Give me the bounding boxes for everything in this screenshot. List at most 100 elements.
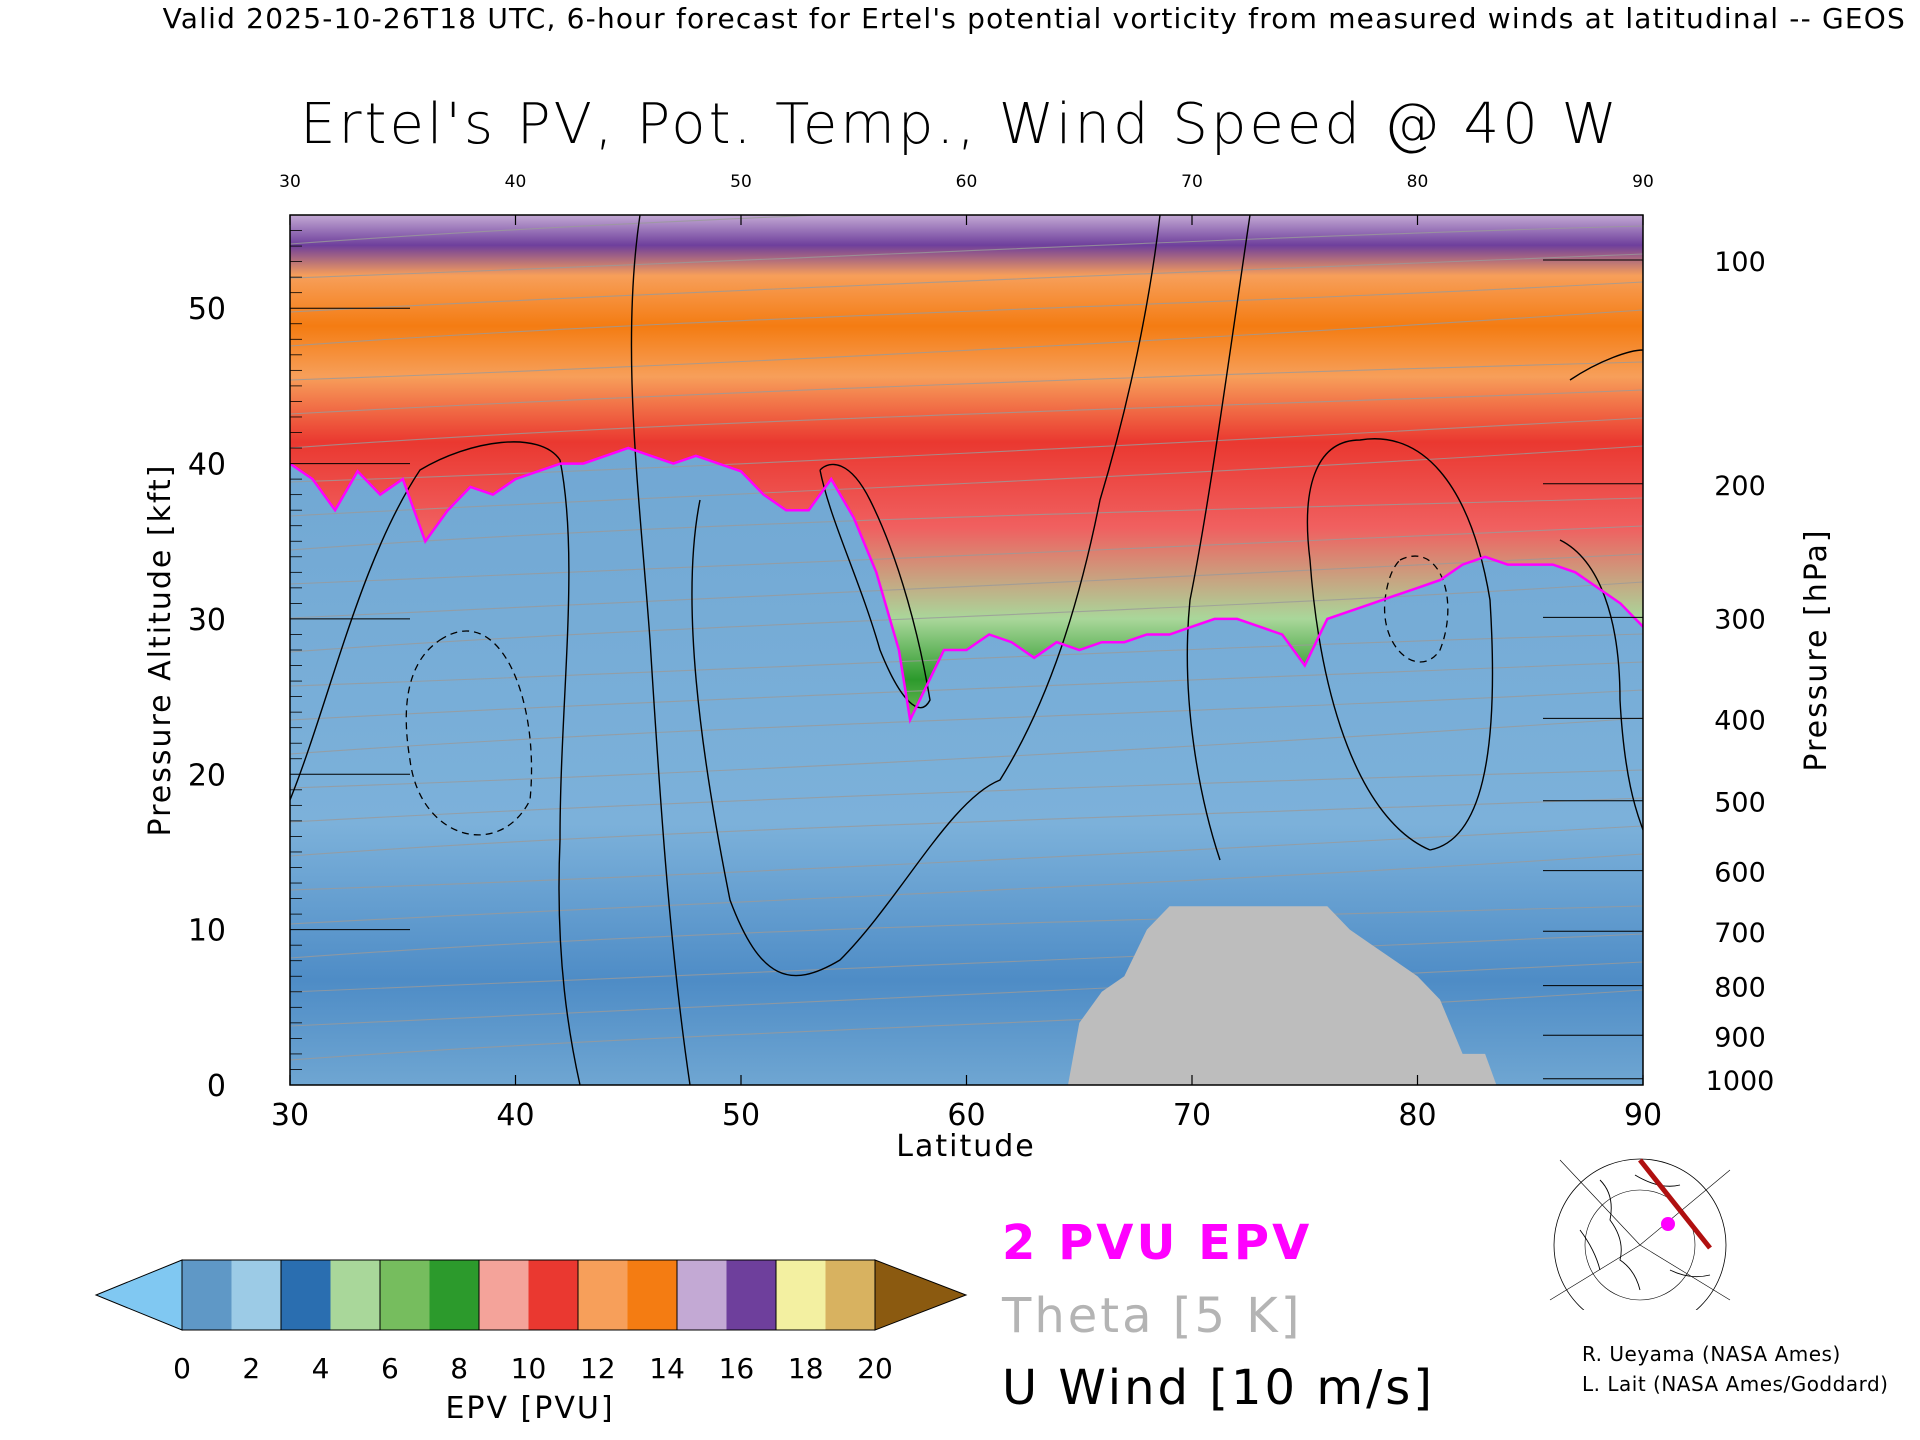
u-wind-contour (691, 215, 1161, 977)
colorbar-swatch (429, 1260, 480, 1330)
u-wind-contour (819, 463, 931, 709)
legend-epv: 2 PVU EPV (1002, 1215, 1313, 1271)
pressure-tick-label: 300 (1714, 604, 1766, 635)
colorbar-frame (181, 1259, 876, 1331)
colorbar-swatch (528, 1260, 579, 1330)
y-tick-label: 10 (188, 914, 226, 949)
colorbar-swatch (726, 1260, 777, 1330)
x-tick-label: 90 (1624, 1098, 1662, 1133)
page-title: Valid 2025-10-26T18 UTC, 6-hour forecast… (162, 2, 1906, 35)
colorbar-swatch (776, 1260, 826, 1330)
theta-contour (290, 797, 1643, 857)
colorbar-swatch (380, 1260, 430, 1330)
credit-line-1: R. Ueyama (NASA Ames) (1582, 1342, 1841, 1366)
x-tick-label-top: 60 (956, 172, 978, 192)
chart-title: Ertel's PV, Pot. Temp., Wind Speed @ 40 … (300, 92, 1620, 157)
theta-contour (290, 581, 1643, 653)
x-axis-label: Latitude (896, 1129, 1035, 1164)
pressure-tick-label: 700 (1714, 918, 1766, 949)
surface-mask (1067, 906, 1497, 1085)
theta-contour (290, 281, 1643, 347)
theta-contour (290, 361, 1643, 415)
colorbar: 0 2 4 6 8 10 12 14 16 18 20 (94, 1259, 968, 1385)
theta-contour (290, 905, 1643, 959)
colorbar-tick-label: 2 (242, 1352, 260, 1385)
y-tick-label: 20 (188, 758, 226, 793)
x-tick-label: 60 (947, 1098, 985, 1133)
colorbar-over-arrow (874, 1259, 968, 1331)
colorbar-swatch (231, 1260, 282, 1330)
colorbar-swatch (677, 1260, 727, 1330)
colorbar-swatch (627, 1260, 678, 1330)
colorbar-swatch (825, 1260, 876, 1330)
theta-contour (290, 225, 1643, 279)
u-wind-negative-contour (405, 630, 533, 836)
y-tick-label: 30 (188, 603, 226, 638)
x-tick-label: 50 (722, 1098, 760, 1133)
theta-contour (290, 215, 830, 245)
colorbar-tick-label: 0 (173, 1352, 191, 1385)
pressure-tick-label: 200 (1714, 471, 1766, 502)
x-tick-label: 30 (271, 1098, 309, 1133)
x-tick-label: 40 (496, 1098, 534, 1133)
colorbar-swatch (479, 1260, 529, 1330)
x-tick-label: 70 (1173, 1098, 1211, 1133)
x-tick-label-top: 80 (1407, 172, 1429, 192)
u-wind-contour (1306, 438, 1494, 851)
colorbar-tick-label: 10 (511, 1352, 547, 1385)
y-tick-label: 0 (207, 1069, 226, 1104)
u-wind-contours (290, 215, 1643, 1085)
theta-contour (290, 769, 1643, 823)
axis-tick-labels: 3030404050506060707080809090010203040501… (188, 172, 1775, 1133)
legend-u-wind: U Wind [10 m/s] (1002, 1360, 1436, 1416)
theta-contour (290, 825, 1643, 891)
theta-contour (290, 989, 1643, 1061)
u-wind-contour (1569, 349, 1643, 381)
colorbar-tick-label: 4 (312, 1352, 330, 1385)
colorbar-tick-label: 6 (381, 1352, 399, 1385)
colorbar-swatch (330, 1260, 381, 1330)
two-pvu-contour (290, 446, 1643, 725)
pressure-tick-label: 1000 (1706, 1066, 1775, 1097)
theta-contour (290, 717, 1643, 789)
pressure-tick-label: 900 (1714, 1022, 1766, 1053)
colorbar-tick-label: 14 (649, 1352, 685, 1385)
colorbar-label: EPV [PVU] (445, 1391, 614, 1426)
theta-contour (290, 689, 1643, 755)
flight-track-map (1549, 1158, 1731, 1310)
theta-contour (290, 253, 1643, 313)
theta-contour (290, 853, 1643, 925)
colorbar-tick-label: 18 (788, 1352, 824, 1385)
pressure-tick-label: 100 (1714, 247, 1766, 278)
colorbar-under-arrow (94, 1259, 183, 1331)
x-tick-label-top: 50 (730, 172, 752, 192)
colorbar-tick-label: 16 (719, 1352, 755, 1385)
theta-contour (290, 497, 1643, 551)
colorbar-tick-label: 8 (450, 1352, 468, 1385)
pressure-tick-label: 800 (1714, 973, 1766, 1004)
theta-contour (290, 661, 1643, 721)
theta-contour (290, 309, 1643, 381)
x-tick-label-top: 40 (505, 172, 527, 192)
theta-contour (290, 417, 1643, 483)
y-axis-label: Pressure Altitude [kft] (143, 464, 178, 837)
theta-contour (290, 633, 1643, 687)
pressure-tick-label: 600 (1714, 858, 1766, 889)
u-wind-contour (290, 441, 581, 1085)
colorbar-tick-label: 12 (580, 1352, 616, 1385)
credit-line-2: L. Lait (NASA Ames/Goddard) (1582, 1372, 1889, 1396)
x-tick-label-top: 90 (1632, 172, 1654, 192)
x-tick-label-top: 30 (279, 172, 301, 192)
y-tick-label: 40 (188, 448, 226, 483)
y-axis-label-right: Pressure [hPa] (1799, 528, 1834, 771)
colorbar-swatch (281, 1260, 331, 1330)
x-tick-label-top: 70 (1181, 172, 1203, 192)
colorbar-tick-label: 20 (857, 1352, 893, 1385)
theta-contour (290, 445, 1643, 517)
x-tick-label: 80 (1398, 1098, 1436, 1133)
legend-theta: Theta [5 K] (1002, 1288, 1303, 1344)
u-wind-contour (1186, 215, 1251, 861)
pressure-tick-label: 400 (1714, 705, 1766, 736)
axis-ticks (289, 215, 1644, 1086)
